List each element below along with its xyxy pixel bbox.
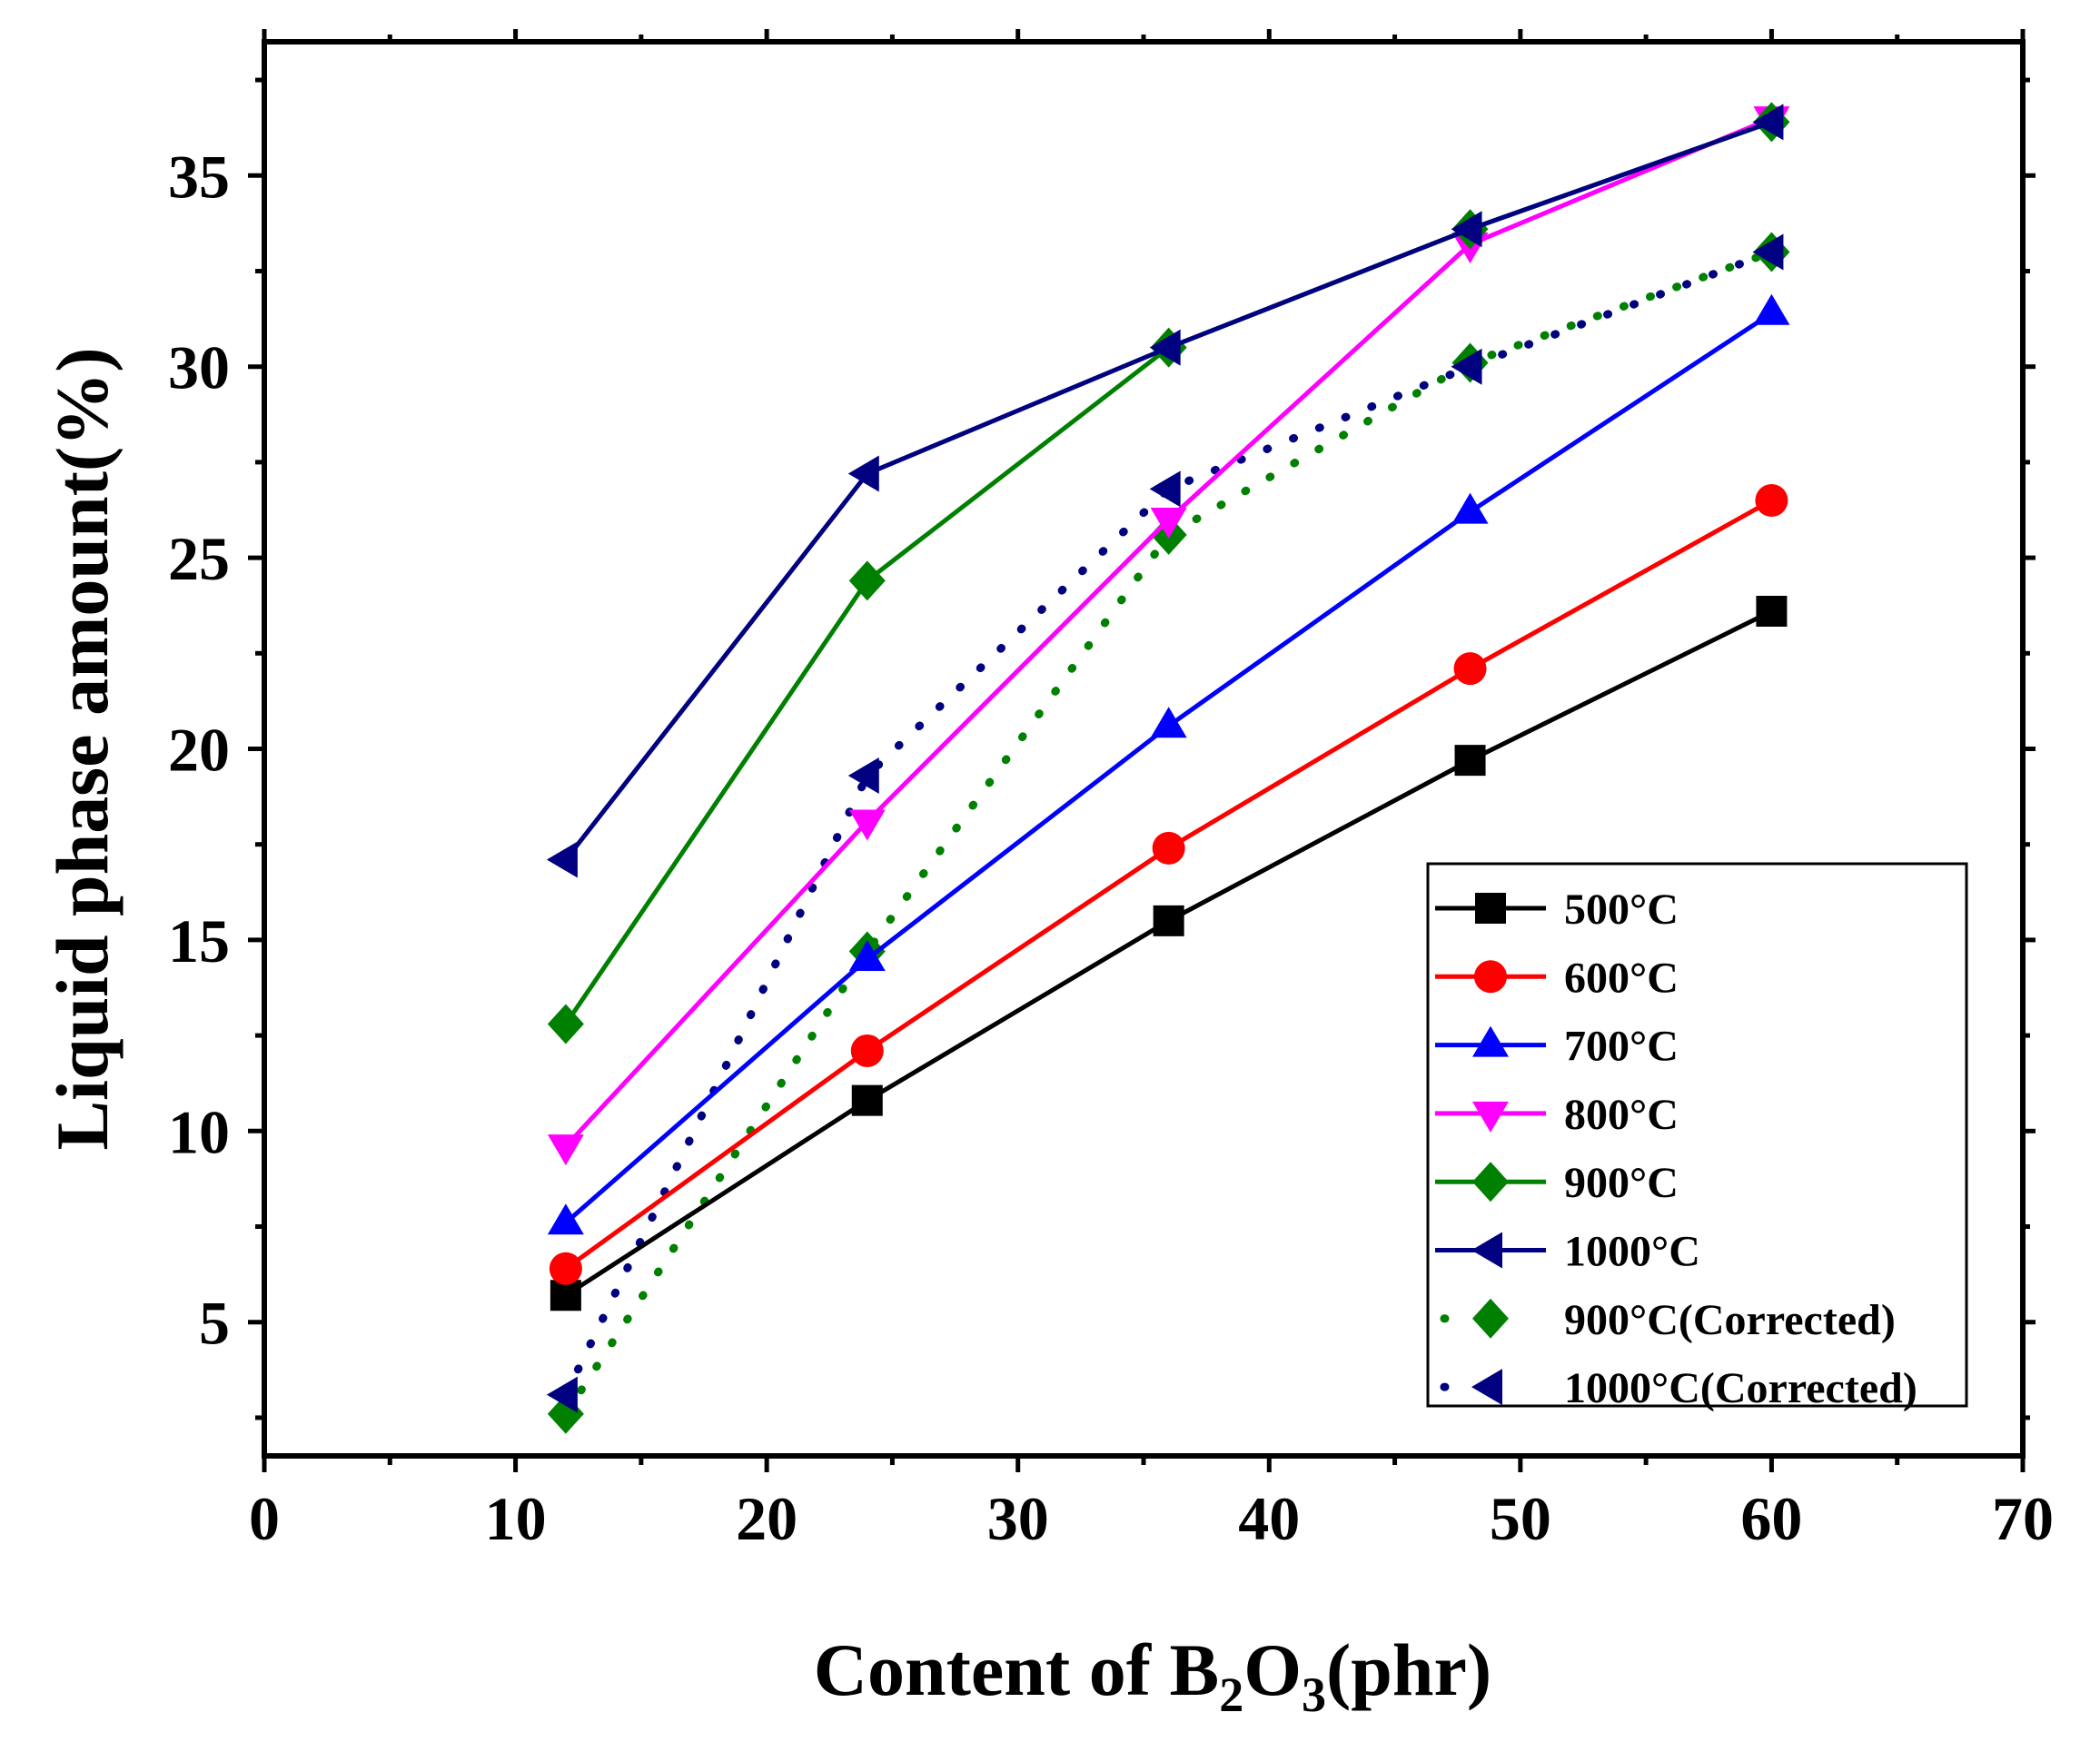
legend-item: 1000°C [1435, 1228, 1700, 1276]
y-tick-label: 30 [168, 333, 230, 402]
legend-label: 1000°C(Corrected) [1564, 1364, 1917, 1412]
y-tick-label: 15 [168, 906, 230, 975]
legend-label: 900°C(Corrected) [1564, 1296, 1896, 1344]
axes: 0 10 20 30 40 50 60 70 5 10 15 20 25 30 35 Content of B… [41, 29, 2054, 1722]
series-layer [546, 102, 1790, 1434]
data-point [1150, 508, 1187, 539]
data-point [1153, 905, 1184, 936]
legend-marker [1474, 960, 1507, 994]
series-1 [549, 483, 1788, 1285]
y-tick-label: 35 [168, 142, 230, 211]
data-point [1150, 707, 1187, 738]
x-tick-label: 30 [987, 1484, 1049, 1553]
x-tick-label: 0 [249, 1484, 280, 1553]
data-point [1451, 211, 1482, 248]
data-point [850, 1034, 884, 1067]
legend-label: 700°C [1564, 1023, 1679, 1071]
series-0 [550, 596, 1788, 1311]
x-axis-title-part: Content of B [814, 1628, 1219, 1711]
data-point [546, 1376, 578, 1413]
legend-marker [1471, 1369, 1502, 1406]
x-tick-label: 70 [1992, 1484, 2054, 1553]
data-point [1451, 348, 1482, 385]
legend-item: 800°C [1435, 1091, 1679, 1139]
y-axis-title: Liquid phase amount(%) [41, 347, 124, 1150]
series-5 [546, 104, 1784, 878]
x-tick-label: 20 [736, 1484, 797, 1553]
legend-label: 1000°C [1564, 1228, 1700, 1276]
y-tick-label: 5 [199, 1289, 230, 1358]
x-tick-label: 40 [1238, 1484, 1300, 1553]
legend-marker [1472, 1025, 1509, 1057]
data-point [848, 809, 886, 841]
data-point [851, 1084, 883, 1116]
series-7 [546, 233, 1784, 1413]
data-point [1753, 293, 1790, 325]
data-point [1453, 652, 1487, 686]
x-tick-label: 10 [485, 1484, 547, 1553]
data-point [550, 1280, 581, 1311]
x-axis-title-subscript: 3 [1302, 1668, 1326, 1722]
data-point [1152, 831, 1185, 865]
data-point [1451, 492, 1489, 524]
legend-item: 600°C [1435, 954, 1679, 1002]
data-point [549, 1252, 582, 1285]
legend-label: 900°C [1564, 1159, 1679, 1207]
x-axis-title: Content of B2O3(phr) [814, 1628, 1491, 1722]
x-axis-title-subscript: 2 [1219, 1668, 1243, 1722]
data-point [1752, 104, 1784, 141]
data-point [546, 841, 578, 878]
data-point [848, 939, 886, 971]
data-point [848, 560, 886, 601]
legend-item: 900°C [1435, 1159, 1679, 1207]
legend: 500°C 600°C 700°C 800°C 900°C 1000°C 900°C(Cor… [1426, 862, 1968, 1412]
legend-marker [1472, 1298, 1509, 1339]
data-point [547, 1203, 584, 1235]
series-2 [547, 293, 1790, 1235]
legend-label: 800°C [1564, 1091, 1679, 1139]
data-point [847, 757, 879, 794]
y-tick-label: 10 [168, 1097, 230, 1166]
data-point [547, 1134, 584, 1166]
data-point [1149, 470, 1181, 508]
legend-marker [1472, 1101, 1509, 1133]
legend-label: 500°C [1564, 886, 1679, 934]
legend-marker [1472, 1162, 1509, 1203]
y-tick-label: 25 [168, 524, 230, 593]
legend-item: 700°C [1435, 1023, 1679, 1071]
x-tick-label: 60 [1740, 1484, 1802, 1553]
data-point [1149, 329, 1181, 366]
data-point [1752, 233, 1784, 271]
data-point [847, 455, 879, 492]
data-point [1755, 483, 1788, 517]
data-point [1756, 596, 1788, 628]
data-point [547, 1004, 584, 1044]
legend-item: 900°C(Corrected) [1440, 1296, 1896, 1344]
x-axis-title-part: O [1243, 1628, 1302, 1711]
legend-box [1426, 862, 1968, 1408]
data-point [1454, 745, 1486, 777]
legend-item: 500°C [1435, 886, 1679, 934]
y-tick-label: 20 [168, 716, 230, 785]
x-axis-title-part: (phr) [1326, 1628, 1491, 1711]
legend-label: 600°C [1564, 954, 1679, 1002]
legend-marker [1471, 1232, 1502, 1269]
legend-marker [1475, 893, 1506, 924]
x-tick-label: 50 [1490, 1484, 1551, 1553]
legend-item: 1000°C(Corrected) [1440, 1364, 1917, 1412]
